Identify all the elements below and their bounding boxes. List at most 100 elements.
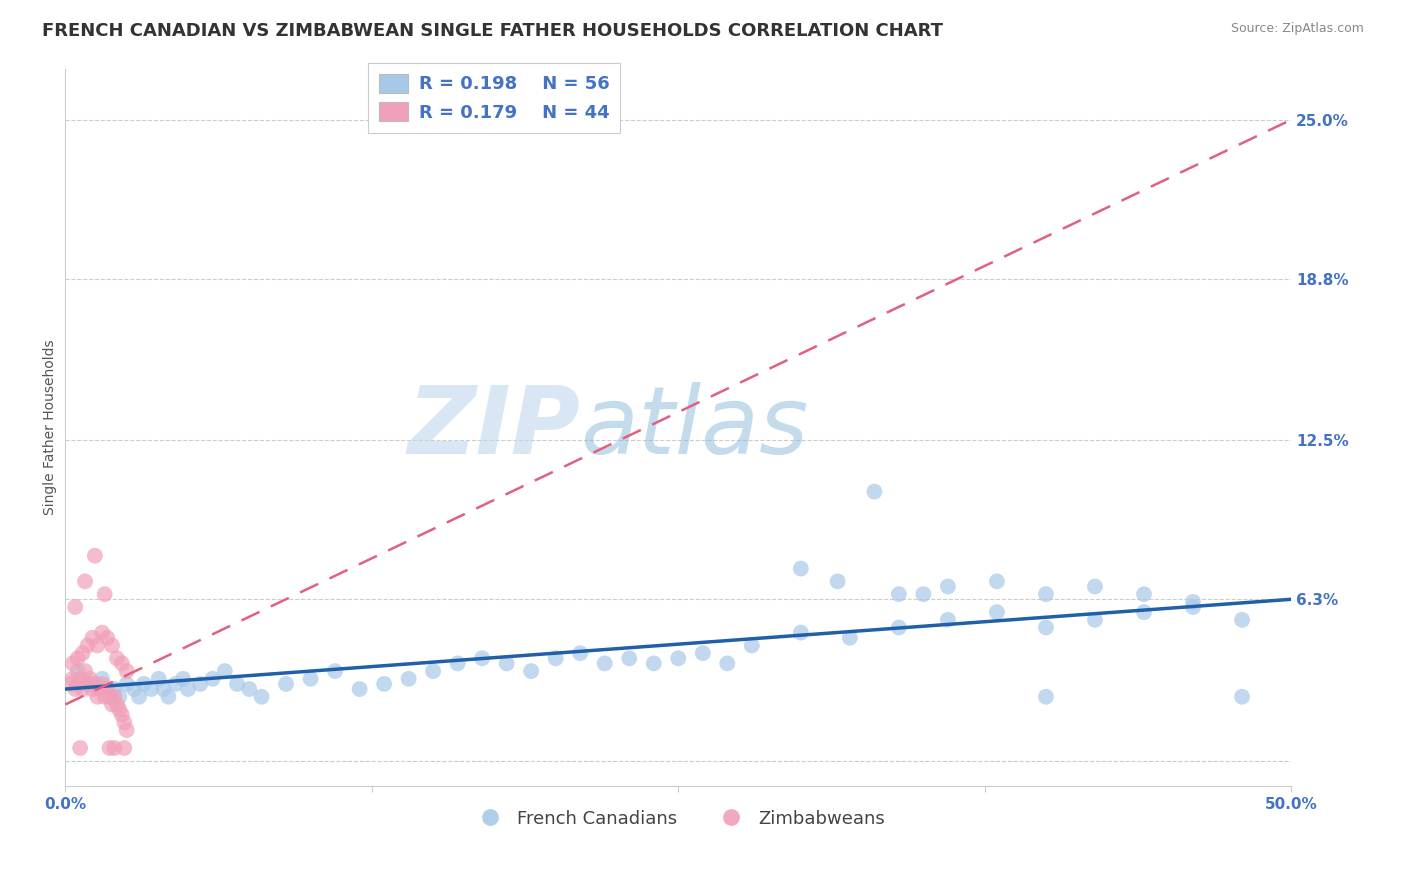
Point (89, 681, 111, 696)
Point (827, 574, 849, 589)
Point (65, 681, 87, 696)
Point (105, 651, 128, 665)
Point (1084, 613, 1107, 627)
Point (82, 631, 104, 645)
Point (152, 681, 174, 696)
Point (226, 677, 249, 691)
Point (91, 625, 114, 640)
Point (165, 677, 187, 691)
Point (912, 587, 935, 601)
Point (62, 657, 84, 671)
Point (115, 677, 138, 691)
Point (495, 657, 517, 671)
Point (1230, 613, 1253, 627)
Point (86, 639, 108, 653)
Point (544, 651, 567, 665)
Point (93, 690, 115, 704)
Point (1230, 690, 1253, 704)
Point (76, 677, 98, 691)
Point (1133, 605, 1156, 619)
Point (1182, 595, 1205, 609)
Point (148, 672, 170, 686)
Point (96, 681, 118, 696)
Point (111, 707, 134, 722)
Point (863, 484, 886, 499)
Point (86, 690, 108, 704)
Point (66, 677, 89, 691)
Point (111, 657, 134, 671)
Point (373, 677, 395, 691)
Point (132, 677, 155, 691)
Point (72, 646, 94, 660)
Point (105, 698, 128, 712)
Point (157, 690, 180, 704)
Point (59, 677, 82, 691)
Point (98, 690, 121, 704)
Point (299, 672, 322, 686)
Point (69, 741, 91, 756)
Point (98, 741, 121, 756)
Point (188, 677, 211, 691)
Point (75, 574, 97, 589)
Text: FRENCH CANADIAN VS ZIMBABWEAN SINGLE FATHER HOUSEHOLDS CORRELATION CHART: FRENCH CANADIAN VS ZIMBABWEAN SINGLE FAT… (42, 22, 943, 40)
Point (172, 672, 194, 686)
Text: ZIP: ZIP (408, 382, 581, 474)
Point (593, 657, 616, 671)
Point (93, 587, 115, 601)
Point (122, 681, 145, 696)
Point (103, 681, 125, 696)
Point (398, 672, 420, 686)
Point (274, 677, 297, 691)
Point (103, 690, 125, 704)
Point (1084, 579, 1107, 593)
Point (108, 690, 131, 704)
Point (177, 681, 200, 696)
Point (471, 651, 494, 665)
Point (986, 574, 1008, 589)
Point (91, 677, 114, 691)
Point (666, 651, 689, 665)
Y-axis label: Single Father Households: Single Father Households (44, 340, 58, 516)
Point (75, 664, 97, 678)
Point (66, 651, 89, 665)
Point (101, 698, 124, 712)
Point (83, 677, 105, 691)
Legend: French Canadians, Zimbabweans: French Canadians, Zimbabweans (464, 803, 893, 835)
Point (1182, 599, 1205, 614)
Point (936, 613, 959, 627)
Point (112, 741, 135, 756)
Point (66, 664, 89, 678)
Point (238, 681, 260, 696)
Point (115, 664, 138, 678)
Point (887, 587, 910, 601)
Point (69, 672, 91, 686)
Point (692, 646, 714, 660)
Point (214, 664, 236, 678)
Point (65, 599, 87, 614)
Point (79, 672, 101, 686)
Point (447, 657, 470, 671)
Point (569, 646, 592, 660)
Point (323, 664, 346, 678)
Point (201, 672, 224, 686)
Point (250, 690, 273, 704)
Point (520, 664, 543, 678)
Point (101, 639, 124, 653)
Point (103, 741, 125, 756)
Point (1035, 620, 1057, 634)
Point (741, 639, 763, 653)
Point (790, 625, 813, 640)
Point (643, 657, 665, 671)
Point (141, 681, 163, 696)
Point (838, 631, 860, 645)
Point (79, 677, 101, 691)
Point (1133, 587, 1156, 601)
Point (76, 639, 98, 653)
Point (82, 681, 104, 696)
Point (115, 723, 138, 737)
Point (887, 620, 910, 634)
Point (62, 672, 84, 686)
Point (716, 657, 738, 671)
Point (108, 702, 131, 716)
Point (112, 715, 135, 730)
